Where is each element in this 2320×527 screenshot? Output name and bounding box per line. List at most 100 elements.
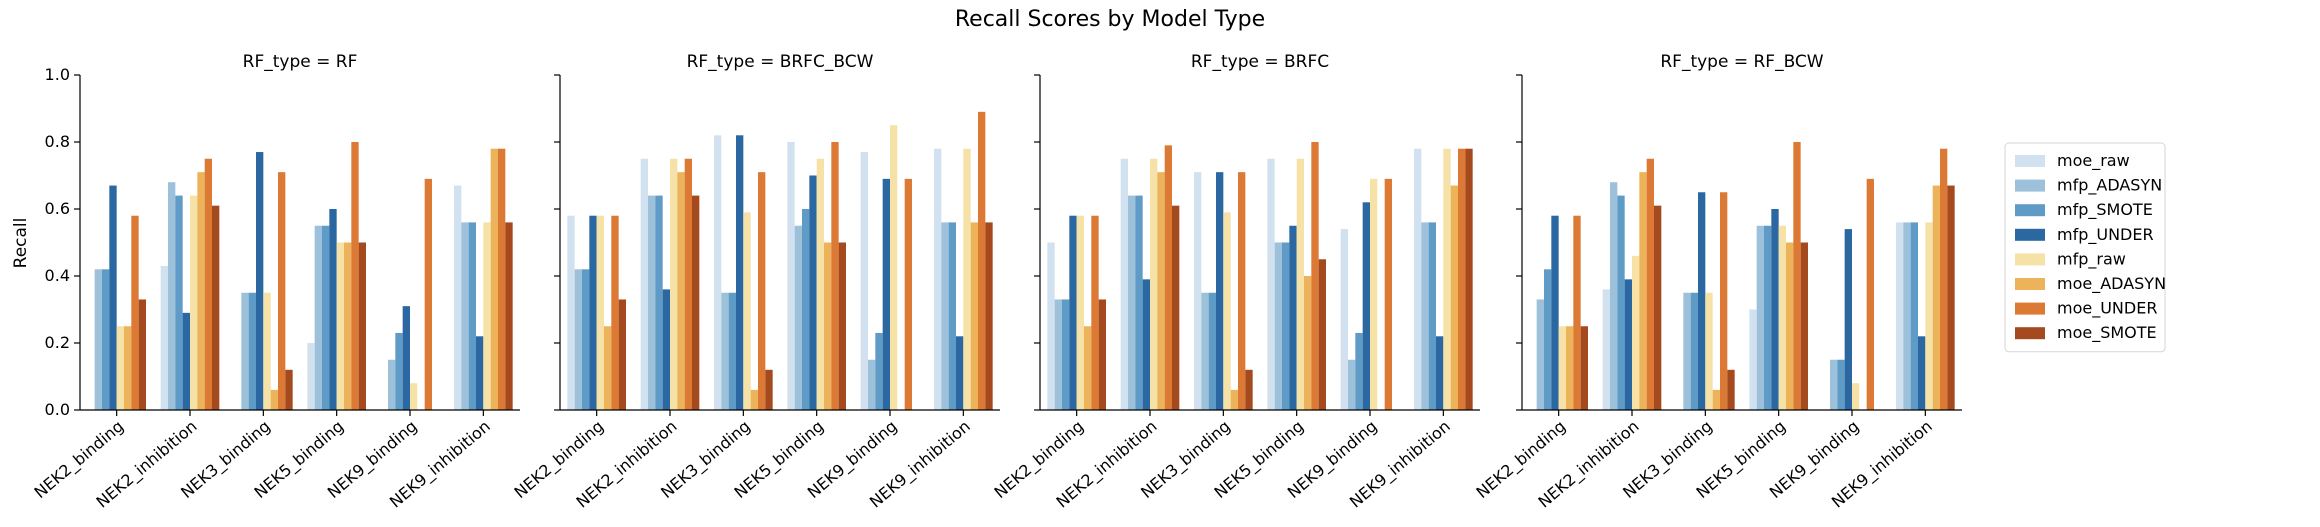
legend-label: mfp_raw [2057, 249, 2126, 269]
bar [204, 158, 212, 410]
bar [1318, 259, 1326, 410]
bar [483, 222, 491, 410]
legend-swatch [2015, 253, 2045, 266]
bar [1910, 222, 1918, 410]
bar [1062, 299, 1070, 410]
bar [890, 125, 898, 410]
bar [1223, 212, 1231, 410]
bar [904, 178, 912, 410]
bar [948, 222, 956, 410]
y-tick-label: 0.4 [45, 266, 70, 285]
bar [1624, 279, 1632, 410]
bar [1712, 389, 1720, 410]
bar [424, 178, 432, 410]
bar [1844, 229, 1852, 410]
bar [1098, 299, 1106, 410]
bar [1216, 172, 1224, 410]
bar [102, 269, 110, 410]
bar [670, 158, 678, 410]
bar [1749, 309, 1757, 410]
legend-swatch [2015, 228, 2045, 241]
legend-swatch [2015, 179, 2045, 192]
bar [1047, 242, 1055, 410]
legend-swatch [2015, 302, 2045, 315]
bar [329, 209, 337, 410]
bar [1756, 225, 1764, 410]
bar [1311, 142, 1319, 410]
chart-suptitle: Recall Scores by Model Type [955, 7, 1265, 32]
bar [1566, 326, 1574, 410]
bar [1172, 205, 1180, 410]
bar [1903, 222, 1911, 410]
bar [596, 215, 604, 410]
bar [190, 195, 198, 410]
bar [1690, 292, 1698, 410]
bar [941, 222, 949, 410]
bar [307, 343, 315, 410]
bar [1683, 292, 1691, 410]
bar [1705, 292, 1713, 410]
bar [1142, 279, 1150, 410]
legend-label: mfp_UNDER [2057, 225, 2154, 245]
bar [1436, 336, 1444, 410]
bar [1610, 182, 1618, 410]
bar [802, 209, 810, 410]
bar [721, 292, 729, 410]
bar [358, 242, 366, 410]
bar [461, 222, 469, 410]
bar [1120, 158, 1128, 410]
y-tick-label: 0.2 [45, 333, 70, 352]
bar [344, 242, 352, 410]
bar [314, 225, 322, 410]
y-tick-label: 0.8 [45, 132, 70, 151]
bar [1465, 148, 1473, 410]
bar [116, 326, 124, 410]
bar [285, 369, 293, 410]
bar [1852, 383, 1860, 410]
bar [611, 215, 619, 410]
y-axis-label: Recall [11, 218, 31, 269]
bar [978, 111, 986, 410]
bar [758, 172, 766, 410]
bar [714, 135, 722, 411]
bar [182, 312, 190, 410]
legend-entry: moe_UNDER [2015, 299, 2157, 319]
bar [1727, 369, 1735, 410]
bar [1340, 229, 1348, 410]
bar [212, 205, 220, 410]
panel-title: RF_type = BRFC [1191, 52, 1329, 72]
bar [582, 269, 590, 410]
bar [604, 326, 612, 410]
bar [388, 359, 396, 410]
legend-swatch [2015, 278, 2045, 290]
bar [1370, 178, 1378, 410]
y-tick-label: 0.0 [45, 400, 70, 419]
bar [1414, 148, 1422, 410]
bar [1764, 225, 1772, 410]
facet-panel: RF_type = BRFCNEK2_bindingNEK2_inhibitio… [990, 52, 1480, 512]
bar [1267, 158, 1275, 410]
bar [322, 225, 330, 410]
bar [809, 175, 817, 410]
facet-panel: RF_type = BRFC_BCWNEK2_bindingNEK2_inhib… [510, 52, 1000, 512]
bar [1157, 172, 1165, 410]
bar [692, 195, 700, 410]
legend-entry: moe_raw [2015, 151, 2130, 171]
bar [160, 265, 168, 410]
bar [1150, 158, 1158, 410]
bar [490, 148, 498, 410]
bar [1544, 269, 1552, 410]
bar [1778, 225, 1786, 410]
bar [1558, 326, 1566, 410]
bar [868, 359, 876, 410]
bar [1458, 148, 1466, 410]
bar [1866, 178, 1874, 410]
panel-title: RF_type = RF_BCW [1660, 52, 1823, 72]
bar [1450, 185, 1458, 410]
bar [351, 142, 359, 410]
bar [109, 185, 117, 410]
bar [963, 148, 971, 410]
bar [1091, 215, 1099, 410]
bar [476, 336, 484, 410]
